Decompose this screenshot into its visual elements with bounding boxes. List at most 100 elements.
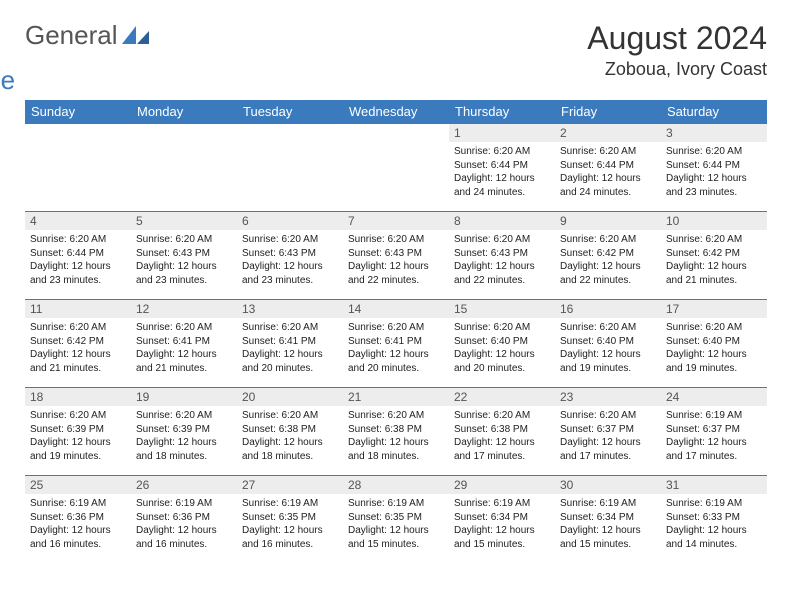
- day-number: 10: [661, 212, 767, 230]
- brand-logo: General Blue: [25, 20, 150, 82]
- day-number: [343, 124, 449, 128]
- day-detail-text: Sunrise: 6:19 AM Sunset: 6:36 PM Dayligh…: [131, 494, 237, 555]
- calendar-day-cell: 25Sunrise: 6:19 AM Sunset: 6:36 PM Dayli…: [25, 476, 131, 564]
- day-number: [237, 124, 343, 128]
- day-detail-text: Sunrise: 6:20 AM Sunset: 6:42 PM Dayligh…: [25, 318, 131, 379]
- day-detail-text: Sunrise: 6:19 AM Sunset: 6:33 PM Dayligh…: [661, 494, 767, 555]
- day-number: 7: [343, 212, 449, 230]
- calendar-day-cell: 5Sunrise: 6:20 AM Sunset: 6:43 PM Daylig…: [131, 212, 237, 300]
- day-number: 22: [449, 388, 555, 406]
- day-detail-text: Sunrise: 6:19 AM Sunset: 6:34 PM Dayligh…: [555, 494, 661, 555]
- day-number: 31: [661, 476, 767, 494]
- day-detail-text: Sunrise: 6:20 AM Sunset: 6:41 PM Dayligh…: [237, 318, 343, 379]
- calendar-day-cell: 12Sunrise: 6:20 AM Sunset: 6:41 PM Dayli…: [131, 300, 237, 388]
- day-number: 16: [555, 300, 661, 318]
- calendar-body: 1Sunrise: 6:20 AM Sunset: 6:44 PM Daylig…: [25, 124, 767, 564]
- day-detail-text: Sunrise: 6:20 AM Sunset: 6:41 PM Dayligh…: [343, 318, 449, 379]
- calendar-day-cell: 16Sunrise: 6:20 AM Sunset: 6:40 PM Dayli…: [555, 300, 661, 388]
- weekday-header: Monday: [131, 100, 237, 124]
- day-number: 29: [449, 476, 555, 494]
- day-number: 6: [237, 212, 343, 230]
- calendar-day-cell: 10Sunrise: 6:20 AM Sunset: 6:42 PM Dayli…: [661, 212, 767, 300]
- calendar-day-cell: 15Sunrise: 6:20 AM Sunset: 6:40 PM Dayli…: [449, 300, 555, 388]
- calendar-day-cell: 18Sunrise: 6:20 AM Sunset: 6:39 PM Dayli…: [25, 388, 131, 476]
- title-block: August 2024 Zoboua, Ivory Coast: [587, 20, 767, 80]
- day-number: 3: [661, 124, 767, 142]
- day-detail-text: Sunrise: 6:19 AM Sunset: 6:37 PM Dayligh…: [661, 406, 767, 467]
- brand-part1: General: [25, 20, 118, 50]
- calendar-day-cell: [25, 124, 131, 212]
- brand-sail-icon: [122, 31, 150, 48]
- month-title: August 2024: [587, 20, 767, 57]
- day-number: 23: [555, 388, 661, 406]
- day-detail-text: Sunrise: 6:19 AM Sunset: 6:35 PM Dayligh…: [343, 494, 449, 555]
- calendar-day-cell: 8Sunrise: 6:20 AM Sunset: 6:43 PM Daylig…: [449, 212, 555, 300]
- day-detail-text: Sunrise: 6:20 AM Sunset: 6:44 PM Dayligh…: [449, 142, 555, 203]
- day-number: 19: [131, 388, 237, 406]
- calendar-day-cell: 26Sunrise: 6:19 AM Sunset: 6:36 PM Dayli…: [131, 476, 237, 564]
- weekday-header: Wednesday: [343, 100, 449, 124]
- day-detail-text: Sunrise: 6:20 AM Sunset: 6:44 PM Dayligh…: [25, 230, 131, 291]
- day-detail-text: Sunrise: 6:20 AM Sunset: 6:38 PM Dayligh…: [343, 406, 449, 467]
- weekday-header: Tuesday: [237, 100, 343, 124]
- day-number: 14: [343, 300, 449, 318]
- day-detail-text: Sunrise: 6:20 AM Sunset: 6:41 PM Dayligh…: [131, 318, 237, 379]
- calendar-day-cell: [131, 124, 237, 212]
- calendar-day-cell: 1Sunrise: 6:20 AM Sunset: 6:44 PM Daylig…: [449, 124, 555, 212]
- calendar-day-cell: 3Sunrise: 6:20 AM Sunset: 6:44 PM Daylig…: [661, 124, 767, 212]
- day-number: 28: [343, 476, 449, 494]
- day-number: [25, 124, 131, 128]
- calendar-week-row: 11Sunrise: 6:20 AM Sunset: 6:42 PM Dayli…: [25, 300, 767, 388]
- day-detail-text: Sunrise: 6:20 AM Sunset: 6:40 PM Dayligh…: [661, 318, 767, 379]
- day-detail-text: Sunrise: 6:20 AM Sunset: 6:43 PM Dayligh…: [449, 230, 555, 291]
- day-number: 2: [555, 124, 661, 142]
- day-detail-text: Sunrise: 6:20 AM Sunset: 6:40 PM Dayligh…: [449, 318, 555, 379]
- header: General Blue August 2024 Zoboua, Ivory C…: [25, 20, 767, 82]
- calendar-header-row: Sunday Monday Tuesday Wednesday Thursday…: [25, 100, 767, 124]
- location: Zoboua, Ivory Coast: [587, 59, 767, 80]
- day-number: [131, 124, 237, 128]
- day-number: 15: [449, 300, 555, 318]
- brand-part2: Blue: [0, 65, 15, 95]
- day-number: 17: [661, 300, 767, 318]
- weekday-header: Thursday: [449, 100, 555, 124]
- calendar-day-cell: 30Sunrise: 6:19 AM Sunset: 6:34 PM Dayli…: [555, 476, 661, 564]
- calendar-week-row: 4Sunrise: 6:20 AM Sunset: 6:44 PM Daylig…: [25, 212, 767, 300]
- calendar-day-cell: 27Sunrise: 6:19 AM Sunset: 6:35 PM Dayli…: [237, 476, 343, 564]
- day-detail-text: Sunrise: 6:20 AM Sunset: 6:43 PM Dayligh…: [131, 230, 237, 291]
- calendar-day-cell: 11Sunrise: 6:20 AM Sunset: 6:42 PM Dayli…: [25, 300, 131, 388]
- calendar-day-cell: 31Sunrise: 6:19 AM Sunset: 6:33 PM Dayli…: [661, 476, 767, 564]
- day-number: 5: [131, 212, 237, 230]
- day-detail-text: Sunrise: 6:20 AM Sunset: 6:43 PM Dayligh…: [343, 230, 449, 291]
- weekday-header: Saturday: [661, 100, 767, 124]
- day-number: 20: [237, 388, 343, 406]
- day-number: 11: [25, 300, 131, 318]
- calendar-day-cell: 9Sunrise: 6:20 AM Sunset: 6:42 PM Daylig…: [555, 212, 661, 300]
- calendar-day-cell: 17Sunrise: 6:20 AM Sunset: 6:40 PM Dayli…: [661, 300, 767, 388]
- calendar-day-cell: 23Sunrise: 6:20 AM Sunset: 6:37 PM Dayli…: [555, 388, 661, 476]
- calendar-week-row: 18Sunrise: 6:20 AM Sunset: 6:39 PM Dayli…: [25, 388, 767, 476]
- day-number: 27: [237, 476, 343, 494]
- day-detail-text: Sunrise: 6:20 AM Sunset: 6:40 PM Dayligh…: [555, 318, 661, 379]
- calendar-day-cell: 2Sunrise: 6:20 AM Sunset: 6:44 PM Daylig…: [555, 124, 661, 212]
- day-detail-text: Sunrise: 6:20 AM Sunset: 6:39 PM Dayligh…: [131, 406, 237, 467]
- day-number: 8: [449, 212, 555, 230]
- calendar-day-cell: [343, 124, 449, 212]
- calendar-table: Sunday Monday Tuesday Wednesday Thursday…: [25, 100, 767, 564]
- weekday-header: Friday: [555, 100, 661, 124]
- day-detail-text: Sunrise: 6:20 AM Sunset: 6:44 PM Dayligh…: [555, 142, 661, 203]
- calendar-week-row: 25Sunrise: 6:19 AM Sunset: 6:36 PM Dayli…: [25, 476, 767, 564]
- weekday-header: Sunday: [25, 100, 131, 124]
- day-detail-text: Sunrise: 6:20 AM Sunset: 6:42 PM Dayligh…: [661, 230, 767, 291]
- day-number: 12: [131, 300, 237, 318]
- day-number: 30: [555, 476, 661, 494]
- day-number: 25: [25, 476, 131, 494]
- day-number: 24: [661, 388, 767, 406]
- day-number: 26: [131, 476, 237, 494]
- day-detail-text: Sunrise: 6:20 AM Sunset: 6:38 PM Dayligh…: [237, 406, 343, 467]
- calendar-day-cell: 20Sunrise: 6:20 AM Sunset: 6:38 PM Dayli…: [237, 388, 343, 476]
- day-detail-text: Sunrise: 6:20 AM Sunset: 6:39 PM Dayligh…: [25, 406, 131, 467]
- day-number: 1: [449, 124, 555, 142]
- calendar-day-cell: 21Sunrise: 6:20 AM Sunset: 6:38 PM Dayli…: [343, 388, 449, 476]
- day-detail-text: Sunrise: 6:20 AM Sunset: 6:43 PM Dayligh…: [237, 230, 343, 291]
